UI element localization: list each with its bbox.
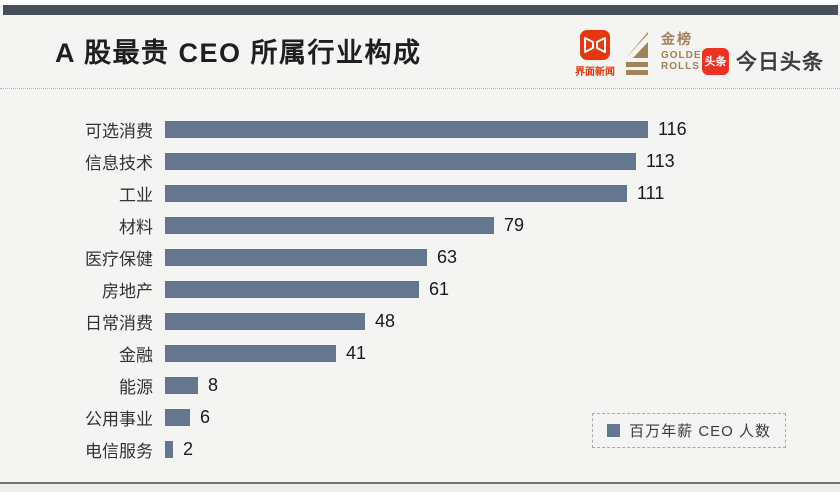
legend-label: 百万年薪 CEO 人数 [629, 423, 771, 440]
golden-rolls-cn: 金榜 [661, 31, 693, 47]
category-label: 工业 [119, 185, 153, 205]
golden-rolls-en1: GOLDEN [661, 50, 710, 61]
bar [165, 408, 190, 426]
value-label: 61 [429, 278, 450, 299]
page-title: A 股最贵 CEO 所属行业构成 [55, 38, 422, 68]
bar [165, 184, 627, 202]
value-label: 8 [208, 374, 219, 395]
bar-track: 8 [165, 375, 840, 396]
toutiao-badge-icon: 头条 [702, 47, 729, 75]
top-accent-bar [3, 5, 838, 15]
toutiao-logo: 头条 今日头条 [702, 46, 824, 76]
value-label: 6 [200, 406, 211, 427]
chart-row: 材料 79 [0, 209, 840, 241]
chart-row: 电信服务 2 [0, 433, 840, 465]
bar [165, 312, 365, 330]
chart-row: 房地产 61 [0, 273, 840, 305]
bar [165, 440, 173, 458]
toutiao-logo-text: 今日头条 [736, 51, 824, 74]
category-label: 公用事业 [85, 409, 153, 429]
legend-swatch [607, 424, 621, 437]
value-label: 116 [658, 118, 687, 139]
category-label: 医疗保健 [85, 249, 153, 269]
category-label: 信息技术 [85, 153, 153, 173]
category-label: 日常消费 [85, 313, 153, 333]
value-label: 63 [437, 246, 458, 267]
bar [165, 248, 427, 266]
bar [165, 152, 636, 170]
bar-track: 63 [165, 247, 840, 268]
category-label: 能源 [119, 377, 153, 397]
value-label: 79 [504, 214, 525, 235]
category-label: 房地产 [102, 281, 153, 301]
bar-track: 48 [165, 311, 840, 332]
bar-track: 6 [165, 407, 840, 428]
chart-legend: 百万年薪 CEO 人数 [592, 413, 786, 448]
bottom-accent-line [0, 482, 840, 484]
bar [165, 216, 494, 234]
value-label: 41 [346, 342, 367, 363]
value-label: 48 [375, 310, 396, 331]
golden-rolls-icon [626, 32, 648, 75]
bar [165, 376, 198, 394]
bar-track: 79 [165, 215, 840, 236]
jiemian-logo: 界面新闻 [574, 30, 616, 78]
value-label: 111 [637, 182, 665, 203]
chart-row: 公用事业 6 [0, 401, 840, 433]
value-label: 2 [183, 438, 194, 459]
bar-track: 61 [165, 279, 840, 300]
category-label: 电信服务 [85, 441, 153, 461]
bottom-margin [0, 484, 840, 492]
chart-row: 工业 111 [0, 177, 840, 209]
golden-rolls-logo: 金榜 GOLDEN ROLLS [624, 32, 710, 76]
jiemian-logo-icon [580, 30, 610, 60]
bar [165, 344, 336, 362]
bar-track: 41 [165, 343, 840, 364]
bar-track: 116 [165, 119, 840, 140]
chart-row: 信息技术 113 [0, 145, 840, 177]
chart-row: 可选消费 116 [0, 113, 840, 145]
chart-row: 日常消费 48 [0, 305, 840, 337]
bar [165, 280, 419, 298]
category-label: 金融 [119, 345, 153, 365]
bar-track: 113 [165, 151, 840, 172]
chart-row: 金融 41 [0, 337, 840, 369]
golden-rolls-text: 金榜 GOLDEN ROLLS [661, 32, 710, 76]
golden-rolls-en2: ROLLS [661, 61, 700, 72]
bar [165, 120, 648, 138]
category-label: 材料 [119, 217, 153, 237]
jiemian-bowtie-icon [584, 37, 606, 53]
chart-row: 能源 8 [0, 369, 840, 401]
category-label: 可选消费 [85, 121, 153, 141]
chart-rows: 可选消费 116 信息技术 113 工业 111 材料 79 医疗保健 63 房地产 61 日常消费 48… [0, 113, 840, 465]
bar-track: 2 [165, 439, 840, 460]
bar-track: 111 [165, 183, 840, 204]
header-separator [0, 88, 840, 89]
jiemian-logo-text: 界面新闻 [575, 67, 615, 78]
top-margin [0, 0, 840, 5]
value-label: 113 [646, 150, 675, 171]
chart-row: 医疗保健 63 [0, 241, 840, 273]
